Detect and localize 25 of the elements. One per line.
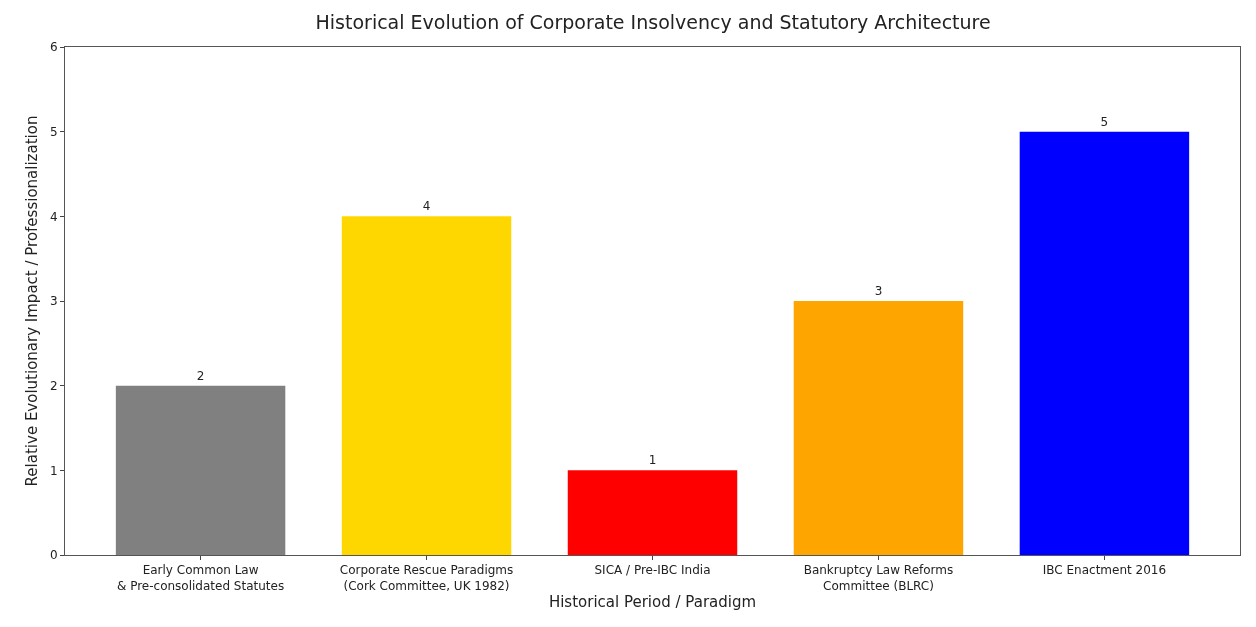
y-tick-label: 2	[49, 378, 58, 393]
x-tick-label: Corporate Rescue Paradigms (Cork Committee, UK 1982)	[339, 563, 514, 593]
y-tick-label: 4	[49, 209, 58, 224]
bar	[793, 301, 964, 555]
data-label: 1	[648, 453, 657, 468]
x-tick-label: SICA / Pre-IBC India	[594, 563, 711, 578]
data-label: 4	[422, 199, 431, 214]
x-tick-label: Bankruptcy Law Reforms Committee (BLRC)	[803, 563, 954, 593]
y-tick-label: 5	[49, 124, 58, 139]
data-label: 5	[1100, 114, 1109, 129]
bar	[567, 470, 738, 555]
data-label: 2	[196, 368, 205, 383]
x-tick-label: Early Common Law & Pre-consolidated Statutes	[116, 563, 285, 593]
x-axis-title: Historical Period / Paradigm	[548, 593, 757, 611]
y-tick-label: 3	[49, 294, 58, 309]
y-tick-label: 1	[49, 463, 58, 478]
x-tick-label: IBC Enactment 2016	[1042, 563, 1167, 578]
bar	[115, 385, 286, 555]
y-axis-title: Relative Evolutionary Impact / Professionalization	[23, 115, 42, 487]
bar	[1019, 131, 1190, 555]
bar	[341, 216, 512, 555]
data-label: 3	[874, 284, 883, 298]
y-tick-label: 0	[49, 548, 58, 563]
y-tick-label: 6	[49, 40, 58, 55]
chart-title: Historical Evolution of Corporate Insolvency and Statutory Architecture	[315, 10, 991, 33]
